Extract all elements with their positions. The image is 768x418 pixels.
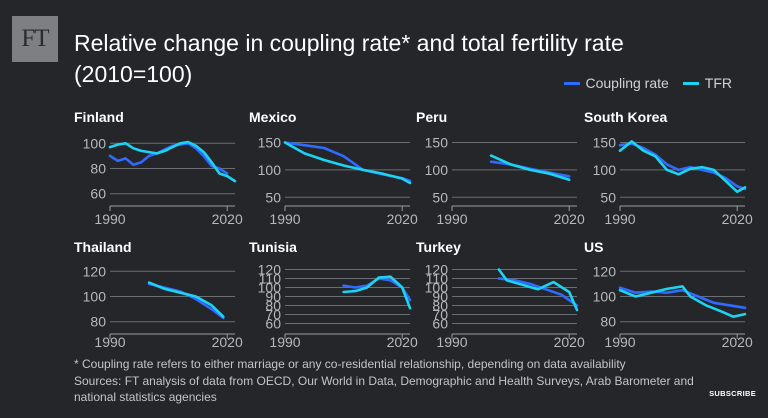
y-tick-label-us-120: 120: [593, 263, 617, 279]
panel-title-turkey: Turkey: [416, 239, 461, 255]
series-line-turkey-tfr: [497, 268, 579, 312]
series-line-us-coupling-rate: [618, 286, 747, 310]
y-tick-label-mexico-50: 50: [265, 189, 281, 205]
legend-swatch-tfr: [682, 81, 699, 85]
y-tick-label-tunisia-60: 60: [265, 316, 281, 332]
subscribe-button[interactable]: SUBSCRIBE: [709, 389, 756, 398]
x-tick-label-finland-1990: 1990: [94, 211, 125, 227]
x-tick-label-thailand-2020: 2020: [212, 334, 243, 350]
y-tick-label-mexico-100: 100: [258, 162, 282, 178]
y-tick-label-tunisia-90: 90: [265, 289, 281, 305]
x-tick-label-tunisia-2020: 2020: [387, 334, 418, 350]
x-tick-label-peru-1990: 1990: [436, 211, 467, 227]
chart-title: Relative change in coupling rate* and to…: [74, 30, 624, 87]
y-tick-label-us-80: 80: [600, 314, 616, 330]
x-tick-label-us-2020: 2020: [722, 334, 753, 350]
legend: Coupling rate TFR: [563, 75, 732, 91]
y-tick-label-tunisia-70: 70: [265, 307, 281, 323]
legend-item-tfr: TFR: [682, 75, 732, 91]
y-tick-label-turkey-80: 80: [432, 298, 448, 314]
panel-title-peru: Peru: [416, 109, 447, 125]
series-line-thailand-tfr: [147, 281, 225, 319]
series-line-mexico-tfr: [283, 141, 412, 185]
ft-logo[interactable]: FT: [12, 16, 58, 62]
y-tick-label-us-100: 100: [593, 289, 617, 305]
x-tick-label-us-1990: 1990: [604, 334, 635, 350]
panel-title-finland: Finland: [74, 109, 124, 125]
y-tick-label-turkey-60: 60: [432, 316, 448, 332]
footnote: * Coupling rate refers to either marriag…: [74, 357, 626, 371]
y-tick-label-south-korea-150: 150: [593, 134, 617, 150]
y-tick-label-thailand-80: 80: [90, 314, 106, 330]
y-tick-label-thailand-100: 100: [83, 289, 107, 305]
y-tick-label-turkey-90: 90: [432, 289, 448, 305]
y-tick-label-peru-100: 100: [425, 162, 449, 178]
y-tick-label-tunisia-80: 80: [265, 298, 281, 314]
x-tick-label-thailand-1990: 1990: [94, 334, 125, 350]
legend-item-coupling: Coupling rate: [563, 75, 669, 91]
y-tick-label-turkey-100: 100: [425, 280, 449, 296]
panel-title-us: US: [584, 239, 603, 255]
y-tick-label-peru-150: 150: [425, 134, 449, 150]
legend-label-tfr: TFR: [704, 75, 732, 91]
y-tick-label-south-korea-50: 50: [600, 189, 616, 205]
y-tick-label-peru-50: 50: [432, 189, 448, 205]
y-tick-label-finland-100: 100: [83, 135, 107, 151]
y-tick-label-thailand-120: 120: [83, 263, 107, 279]
y-tick-label-turkey-110: 110: [426, 271, 449, 287]
x-tick-label-south-korea-1990: 1990: [604, 211, 635, 227]
x-tick-label-turkey-1990: 1990: [436, 334, 467, 350]
series-line-tunisia-tfr: [342, 275, 412, 310]
legend-swatch-coupling: [563, 81, 580, 85]
y-tick-label-finland-60: 60: [90, 186, 106, 202]
x-tick-label-tunisia-1990: 1990: [269, 334, 300, 350]
panel-title-thailand: Thailand: [74, 239, 132, 255]
panel-title-south-korea: South Korea: [584, 109, 667, 125]
x-tick-label-peru-2020: 2020: [554, 211, 585, 227]
y-tick-label-finland-80: 80: [90, 161, 106, 177]
series-line-thailand-coupling-rate: [147, 282, 225, 320]
y-tick-label-tunisia-110: 110: [259, 271, 282, 287]
x-tick-label-mexico-2020: 2020: [387, 211, 418, 227]
panel-title-tunisia: Tunisia: [249, 239, 297, 255]
series-line-peru-tfr: [489, 154, 571, 181]
x-tick-label-south-korea-2020: 2020: [722, 211, 753, 227]
y-tick-label-south-korea-100: 100: [593, 162, 617, 178]
footnote-block: * Coupling rate refers to either marriag…: [74, 356, 714, 406]
y-tick-label-turkey-70: 70: [432, 307, 448, 323]
y-tick-label-tunisia-120: 120: [258, 262, 282, 278]
y-tick-label-mexico-150: 150: [258, 134, 282, 150]
sources: Sources: FT analysis of data from OECD, …: [74, 373, 694, 405]
y-tick-label-turkey-120: 120: [425, 262, 449, 278]
series-line-us-tfr: [618, 285, 747, 319]
x-tick-label-turkey-2020: 2020: [554, 334, 585, 350]
panel-title-mexico: Mexico: [249, 109, 296, 125]
series-line-turkey-coupling-rate: [497, 277, 579, 307]
series-line-finland-tfr: [108, 140, 237, 183]
x-tick-label-finland-2020: 2020: [212, 211, 243, 227]
x-tick-label-mexico-1990: 1990: [269, 211, 300, 227]
y-tick-label-tunisia-100: 100: [258, 280, 282, 296]
legend-label-coupling: Coupling rate: [585, 75, 669, 91]
series-line-south-korea-tfr: [618, 140, 747, 194]
series-line-south-korea-coupling-rate: [618, 142, 747, 191]
